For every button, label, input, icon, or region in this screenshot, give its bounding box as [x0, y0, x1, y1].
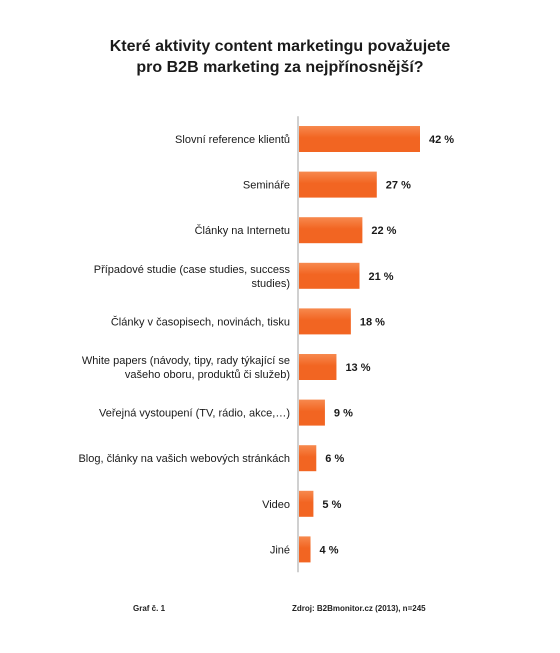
bar-value-label: 6 %	[325, 453, 344, 465]
bar-value-label: 21 %	[369, 271, 394, 283]
category-label: Slovní reference klientů	[175, 134, 290, 146]
bar	[299, 354, 337, 380]
category-label: Veřejná vystoupení (TV, rádio, akce,…)	[99, 408, 290, 420]
bars-layer: 42 % Slovní reference klientů 27 % Semináře…	[78, 126, 454, 563]
category-label: Články v časopisech, novinách, tisku	[111, 315, 290, 328]
bar-value-label: 9 %	[334, 408, 353, 420]
bar-value-label: 22 %	[371, 225, 396, 237]
category-label: Blog, články na vašich webových stránkác…	[78, 453, 290, 465]
bar-value-label: 13 %	[345, 362, 370, 374]
bar	[299, 126, 420, 152]
category-label: Video	[262, 499, 290, 511]
bar	[299, 308, 351, 335]
bar-value-label: 18 %	[360, 316, 385, 328]
chart-title-line-1: Které aktivity content marketingu považu…	[109, 38, 451, 55]
chart-title-line-2: pro B2B marketing za nejpřínosnější?	[136, 59, 424, 76]
bar	[299, 490, 314, 517]
bar-value-label: 4 %	[320, 544, 339, 556]
chart-title: Které aktivity content marketingu považu…	[60, 36, 500, 78]
figure-caption: Graf č. 1	[133, 604, 166, 613]
bar	[299, 262, 360, 289]
source-note: Zdroj: B2Bmonitor.cz (2013), n=245	[292, 604, 426, 613]
category-label: Jiné	[270, 544, 290, 556]
bar	[299, 399, 325, 426]
bar	[299, 217, 363, 244]
bar	[299, 445, 317, 472]
category-label: Případové studie (case studies, success	[94, 264, 291, 276]
bar-value-label: 42 %	[429, 134, 454, 146]
category-label: vašeho oboru, produktů či služeb)	[125, 369, 290, 381]
bar	[299, 171, 377, 198]
bar-value-label: 27 %	[386, 180, 411, 192]
category-label: studies)	[251, 278, 290, 290]
bar	[299, 536, 311, 563]
category-label: Články na Internetu	[195, 224, 290, 237]
bar-value-label: 5 %	[322, 499, 341, 511]
category-label: Semináře	[243, 180, 290, 192]
category-label: White papers (návody, tipy, rady týkajíc…	[82, 355, 290, 367]
